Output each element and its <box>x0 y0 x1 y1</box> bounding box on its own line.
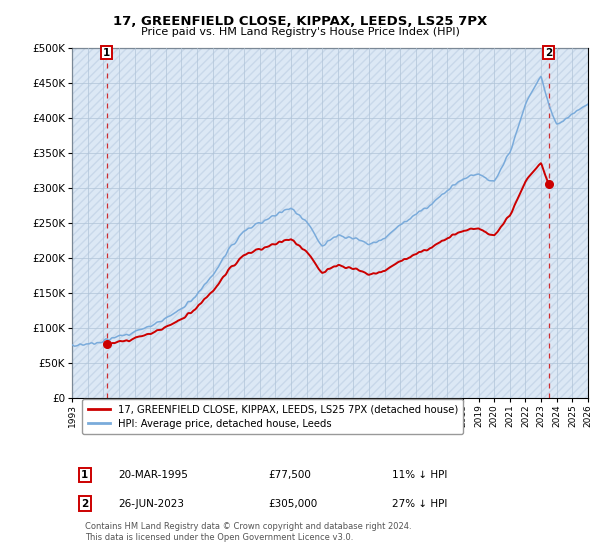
Text: Contains HM Land Registry data © Crown copyright and database right 2024.
This d: Contains HM Land Registry data © Crown c… <box>85 522 412 542</box>
Text: 17, GREENFIELD CLOSE, KIPPAX, LEEDS, LS25 7PX: 17, GREENFIELD CLOSE, KIPPAX, LEEDS, LS2… <box>113 15 487 28</box>
Text: 20-MAR-1995: 20-MAR-1995 <box>118 470 188 480</box>
Legend: 17, GREENFIELD CLOSE, KIPPAX, LEEDS, LS25 7PX (detached house), HPI: Average pri: 17, GREENFIELD CLOSE, KIPPAX, LEEDS, LS2… <box>82 399 463 434</box>
Text: Price paid vs. HM Land Registry's House Price Index (HPI): Price paid vs. HM Land Registry's House … <box>140 27 460 37</box>
Text: 11% ↓ HPI: 11% ↓ HPI <box>392 470 447 480</box>
Text: 2: 2 <box>81 499 89 508</box>
Text: 26-JUN-2023: 26-JUN-2023 <box>118 499 184 508</box>
Text: 2: 2 <box>545 48 553 58</box>
Text: £305,000: £305,000 <box>268 499 317 508</box>
Text: £77,500: £77,500 <box>268 470 311 480</box>
Text: 27% ↓ HPI: 27% ↓ HPI <box>392 499 447 508</box>
Text: 1: 1 <box>103 48 110 58</box>
Text: 1: 1 <box>81 470 89 480</box>
